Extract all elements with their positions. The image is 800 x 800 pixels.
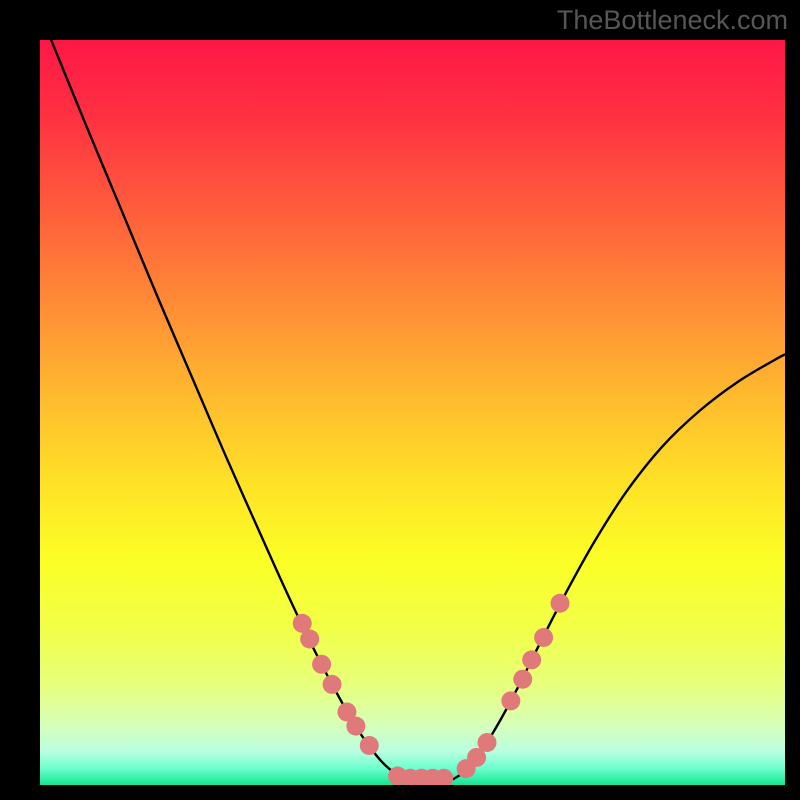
gradient-background (40, 40, 785, 785)
chart-stage: TheBottleneck.com (0, 0, 800, 800)
data-marker (312, 655, 331, 674)
data-marker (522, 650, 541, 669)
data-marker (513, 670, 532, 689)
watermark-text: TheBottleneck.com (557, 5, 788, 36)
data-marker (501, 691, 520, 710)
data-marker (300, 629, 319, 648)
bottleneck-curve-chart (40, 40, 785, 785)
data-marker (323, 675, 342, 694)
data-marker (478, 733, 497, 752)
data-marker (346, 717, 365, 736)
data-marker (360, 736, 379, 755)
data-marker (534, 628, 553, 647)
data-marker (551, 594, 570, 613)
